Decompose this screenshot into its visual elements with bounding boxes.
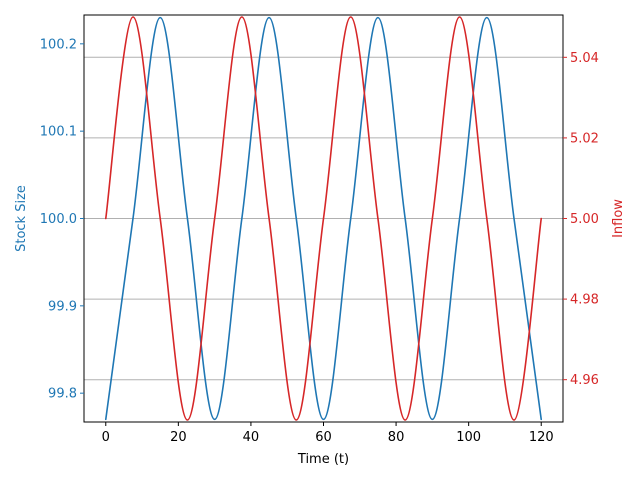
x-tick-label: 0	[102, 430, 110, 445]
right-y-axis: 4.96 4.98 5.00 5.02 5.04	[563, 51, 599, 388]
left-y-tick-label: 99.9	[48, 299, 77, 314]
x-tick-label: 60	[315, 430, 332, 445]
left-y-tick-label: 100.1	[40, 125, 77, 140]
left-y-axis: 99.8 99.9 100.0 100.1 100.2	[40, 37, 84, 402]
series-layer	[104, 16, 543, 421]
left-y-axis-title: Stock Size	[14, 185, 29, 252]
x-tick-label: 80	[388, 430, 405, 445]
x-tick-label: 20	[170, 430, 187, 445]
left-y-tick-label: 100.0	[40, 212, 77, 227]
right-y-tick-label: 5.02	[570, 131, 599, 146]
left-y-tick-label: 100.2	[40, 37, 77, 52]
right-y-tick-label: 4.96	[570, 373, 599, 388]
left-y-tick-label: 99.8	[48, 387, 77, 402]
x-tick-label: 40	[243, 430, 260, 445]
stock-size-line	[104, 16, 543, 421]
right-y-tick-label: 5.00	[570, 212, 599, 227]
right-y-tick-label: 5.04	[570, 51, 599, 66]
x-axis: 0 20 40 60 80 100 120	[102, 422, 554, 445]
x-tick-label: 120	[529, 430, 554, 445]
inflow-line	[104, 16, 543, 421]
right-y-axis-title: Inflow	[611, 199, 626, 238]
x-axis-title: Time (t)	[297, 452, 349, 467]
x-tick-label: 100	[456, 430, 481, 445]
right-y-tick-label: 4.98	[570, 293, 599, 308]
